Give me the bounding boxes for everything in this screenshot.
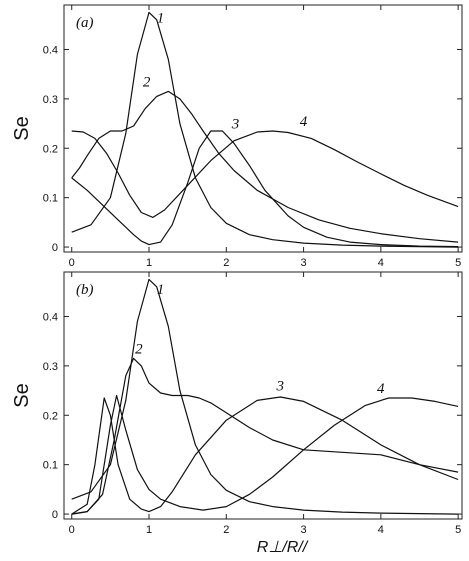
y-tick-label: 0.3 [43, 94, 58, 106]
y-tick-label: 0.2 [43, 143, 58, 155]
panel-label: (b) [76, 282, 94, 298]
y-tick-label: 0.4 [43, 311, 58, 323]
y-axis-label: Se [11, 116, 33, 140]
x-axis-label: R⊥/R// [257, 539, 309, 556]
x-tick-label: 3 [301, 524, 307, 536]
x-tick-label: 2 [223, 524, 229, 536]
series-label-4: 4 [300, 114, 308, 130]
x-tick-label: 5 [455, 257, 461, 269]
x-tick-label: 0 [69, 257, 75, 269]
y-tick-label: 0 [52, 242, 58, 254]
series-label-4: 4 [377, 381, 385, 397]
series-line-2 [71, 90, 459, 243]
x-tick-label: 0 [69, 524, 75, 536]
plot-frame [63, 4, 463, 253]
x-tick-label: 4 [378, 524, 384, 536]
series-label-3: 3 [231, 117, 240, 133]
series-line-4 [71, 394, 459, 515]
series-label-3: 3 [276, 379, 285, 395]
series-line-2 [71, 357, 459, 515]
x-tick-label: 1 [146, 257, 152, 269]
series-label-1: 1 [157, 10, 165, 26]
y-tick-label: 0.1 [43, 193, 58, 205]
series-line-1 [71, 11, 459, 248]
x-tick-label: 5 [455, 524, 461, 536]
panel-b: 0 1 2 3 4 5 0 0.1 0.2 0.3 0.4 Se (b) 1 2 3 4 [11, 271, 463, 536]
x-tick-label: 2 [223, 257, 229, 269]
series-line-1 [71, 278, 459, 515]
series-label-2: 2 [143, 75, 151, 91]
series-line-3 [71, 130, 459, 248]
series-label-1: 1 [157, 282, 165, 298]
panel-a: 0 1 2 3 4 5 0 0.1 0.2 0.3 0.4 Se (a) 1 2 3 4 [11, 4, 463, 269]
y-axis-label: Se [11, 383, 33, 407]
y-tick-label: 0.4 [43, 44, 58, 56]
panel-label: (a) [76, 15, 94, 31]
plot-frame [63, 271, 463, 520]
x-tick-label: 4 [378, 257, 384, 269]
y-tick-label: 0 [52, 509, 58, 521]
x-tick-label: 1 [146, 524, 152, 536]
series-line-3 [71, 396, 459, 515]
series-label-2: 2 [135, 342, 143, 358]
x-tick-label: 3 [301, 257, 307, 269]
y-tick-label: 0.1 [43, 460, 58, 472]
series-line-4 [71, 130, 459, 218]
y-tick-label: 0.2 [43, 410, 58, 422]
y-tick-label: 0.3 [43, 361, 58, 373]
